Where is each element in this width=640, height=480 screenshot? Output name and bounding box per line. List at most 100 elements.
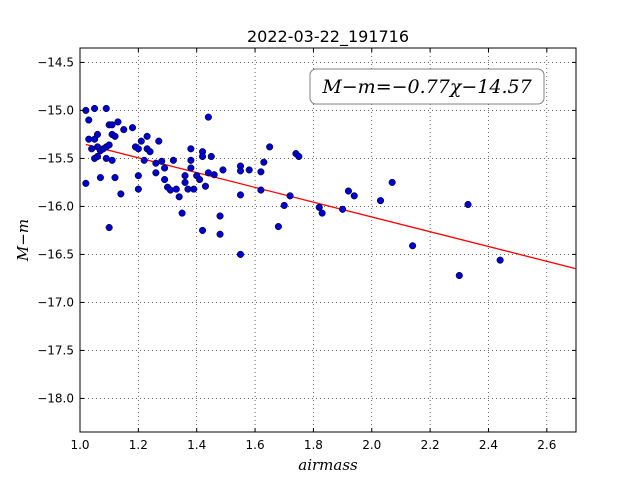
data-point bbox=[236, 167, 245, 175]
data-point bbox=[137, 137, 145, 145]
x-ticks: 1.0 1.2 1.4 1.6 1.8 2.0 2.2 2.4 2.6 bbox=[70, 48, 556, 452]
data-point bbox=[236, 191, 245, 199]
x-tick-label: 1.0 bbox=[70, 438, 89, 452]
y-tick-label: −15.5 bbox=[37, 151, 74, 165]
data-point bbox=[108, 156, 116, 164]
data-point bbox=[93, 152, 102, 161]
data-point bbox=[169, 156, 177, 164]
data-point bbox=[96, 174, 104, 182]
plot-frame bbox=[79, 47, 577, 433]
x-tick-label: 1.4 bbox=[187, 438, 206, 452]
data-point bbox=[344, 187, 352, 195]
x-tick-label: 2.0 bbox=[362, 438, 381, 452]
equation-box-frame bbox=[309, 68, 545, 105]
data-point bbox=[172, 185, 180, 193]
data-point bbox=[388, 178, 396, 186]
equation-box: M−m=−0.77χ−14.57 bbox=[309, 68, 545, 105]
x-tick-label: 2.2 bbox=[421, 438, 440, 452]
data-point bbox=[82, 179, 90, 187]
data-point bbox=[216, 212, 224, 220]
data-point bbox=[204, 113, 212, 121]
x-tick-label: 2.4 bbox=[479, 438, 498, 452]
data-point bbox=[198, 226, 207, 234]
data-point bbox=[286, 192, 294, 200]
data-point bbox=[207, 152, 215, 161]
data-point bbox=[152, 169, 160, 177]
data-point bbox=[111, 174, 119, 182]
x-tick-label: 2.6 bbox=[537, 438, 556, 452]
x-tick-label: 1.2 bbox=[129, 438, 148, 452]
data-point bbox=[105, 141, 113, 149]
chart-title: 2022-03-22_191716 bbox=[247, 27, 409, 47]
data-point bbox=[181, 172, 189, 180]
data-point bbox=[187, 164, 195, 172]
data-point bbox=[266, 143, 274, 151]
data-point bbox=[158, 157, 166, 165]
data-point bbox=[85, 116, 93, 124]
data-point bbox=[134, 145, 142, 153]
y-tick-label: −15.0 bbox=[37, 103, 74, 117]
data-point bbox=[166, 186, 174, 194]
data-point bbox=[496, 256, 504, 264]
data-point bbox=[105, 223, 113, 232]
data-point bbox=[245, 166, 253, 174]
data-point bbox=[161, 175, 169, 184]
data-point bbox=[146, 148, 154, 156]
y-tick-label: −17.5 bbox=[37, 343, 74, 357]
data-point bbox=[274, 223, 282, 231]
data-point bbox=[350, 192, 358, 200]
x-tick-label: 1.8 bbox=[304, 438, 323, 452]
data-point bbox=[134, 185, 142, 193]
data-point bbox=[257, 186, 265, 194]
data-point bbox=[178, 209, 186, 217]
y-tick-label: −16.5 bbox=[37, 247, 74, 261]
data-point bbox=[114, 118, 122, 126]
y-axis-label: M−m bbox=[14, 219, 32, 262]
data-point bbox=[161, 164, 169, 172]
data-point bbox=[187, 145, 195, 153]
data-point bbox=[102, 104, 110, 113]
data-point bbox=[260, 158, 268, 166]
data-point bbox=[318, 209, 326, 217]
data-point bbox=[108, 121, 116, 129]
fit-line-group bbox=[85, 143, 577, 270]
data-point bbox=[117, 190, 125, 198]
data-point bbox=[111, 132, 119, 140]
data-point bbox=[236, 250, 245, 258]
data-point bbox=[280, 201, 288, 209]
y-ticks: −14.5 −15.0 −15.5 −16.0 −16.5 −17.0 −17.5 −18.0 bbox=[37, 55, 576, 405]
y-tick-label: −16.0 bbox=[37, 199, 74, 213]
data-point bbox=[120, 126, 128, 134]
data-point bbox=[91, 104, 99, 113]
data-point bbox=[464, 200, 472, 209]
data-point bbox=[295, 152, 303, 161]
x-axis-label: airmass bbox=[298, 456, 358, 474]
y-tick-label: −17.0 bbox=[37, 295, 74, 309]
data-point bbox=[219, 166, 227, 174]
y-tick-label: −18.0 bbox=[37, 391, 74, 405]
x-tick-label: 1.6 bbox=[246, 438, 265, 452]
data-point bbox=[143, 132, 151, 140]
data-point bbox=[187, 156, 195, 164]
points-group bbox=[82, 104, 504, 280]
data-point bbox=[455, 271, 463, 280]
data-point bbox=[181, 178, 189, 186]
equation-text: M−m=−0.77χ−14.57 bbox=[321, 76, 532, 98]
data-point bbox=[190, 185, 198, 193]
data-point bbox=[315, 203, 323, 211]
data-point bbox=[257, 168, 265, 176]
data-point bbox=[175, 193, 183, 201]
data-point bbox=[198, 152, 207, 161]
grid bbox=[79, 48, 576, 432]
data-point bbox=[339, 205, 347, 213]
y-tick-label: −14.5 bbox=[37, 55, 74, 69]
data-point bbox=[210, 171, 218, 179]
data-point bbox=[216, 230, 224, 238]
fit-line bbox=[85, 143, 577, 270]
data-point bbox=[376, 197, 385, 205]
data-point bbox=[196, 175, 204, 184]
data-point bbox=[201, 182, 210, 190]
data-point bbox=[409, 242, 417, 250]
data-point bbox=[128, 124, 137, 132]
